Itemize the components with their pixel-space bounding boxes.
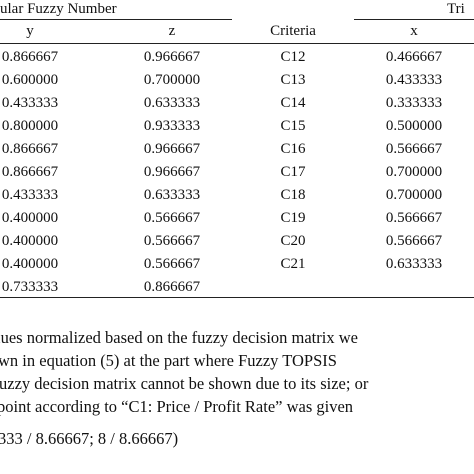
table-cell-z: 0.566667 [143,233,201,249]
table-cell-x: 0.566667 [385,141,443,157]
table-cell-y: 0.400000 [1,210,59,226]
table-cell-y: 0.433333 [1,187,59,203]
table-cell-criteria: C21 [280,256,306,272]
table-cell-z: 0.933333 [143,118,201,134]
table-cell-z: 0.633333 [143,187,201,203]
table-cell-criteria: C20 [280,233,306,249]
column-header-x: x [410,23,418,39]
column-header-criteria: Criteria [270,23,316,39]
table-cell-x: 0.566667 [385,210,443,226]
table-cell-x: 0.433333 [385,72,443,88]
table-cell-z: 0.966667 [143,141,201,157]
paragraph-line-3: uzzy decision matrix cannot be shown due… [0,374,369,393]
table-cell-x: 0.466667 [385,49,443,65]
table-cell-y: 0.866667 [1,141,59,157]
table-cell-criteria: C14 [280,95,306,111]
table-group-header-left: ular Fuzzy Number [0,1,117,17]
table-cell-y: 0.866667 [1,49,59,65]
paragraph-line-2: wn in equation (5) at the part where Fuz… [0,351,337,370]
table-cell-y: 0.866667 [1,164,59,180]
table-cell-z: 0.966667 [143,49,201,65]
table-cell-criteria: C17 [280,164,306,180]
column-header-z: z [168,23,176,39]
group-header-rule-left [0,19,232,20]
table-cell-z: 0.966667 [143,164,201,180]
table-cell-criteria: C16 [280,141,306,157]
table-cell-y: 0.800000 [1,118,59,134]
table-cell-z: 0.566667 [143,210,201,226]
column-header-rule [0,43,474,44]
table-cell-x: 0.566667 [385,233,443,249]
table-cell-z: 0.700000 [143,72,201,88]
table-group-header-right: Tri [447,1,465,17]
table-cell-x: 0.500000 [385,118,443,134]
table-cell-y: 0.733333 [1,279,59,295]
table-cell-x: 0.333333 [385,95,443,111]
table-cell-x: 0.633333 [385,256,443,272]
table-cell-criteria: C15 [280,118,306,134]
table-bottom-rule [0,297,474,298]
table-cell-criteria: C13 [280,72,306,88]
paragraph-line-1: lues normalized based on the fuzzy decis… [0,328,358,347]
table-cell-z: 0.566667 [143,256,201,272]
paragraph-formula: 333 / 8.66667; 8 / 8.66667) [0,429,179,448]
table-cell-criteria: C19 [280,210,306,226]
table-cell-y: 0.400000 [1,256,59,272]
table-cell-criteria: C18 [280,187,306,203]
group-header-rule-right [354,19,474,20]
paragraph-line-4: point according to “C1: Price / Profit R… [0,397,354,416]
column-header-y: y [26,23,34,39]
table-cell-y: 0.433333 [1,95,59,111]
table-cell-z: 0.866667 [143,279,201,295]
table-cell-criteria: C12 [280,49,306,65]
table-cell-y: 0.400000 [1,233,59,249]
table-cell-z: 0.633333 [143,95,201,111]
table-cell-y: 0.600000 [1,72,59,88]
table-cell-x: 0.700000 [385,164,443,180]
table-cell-x: 0.700000 [385,187,443,203]
